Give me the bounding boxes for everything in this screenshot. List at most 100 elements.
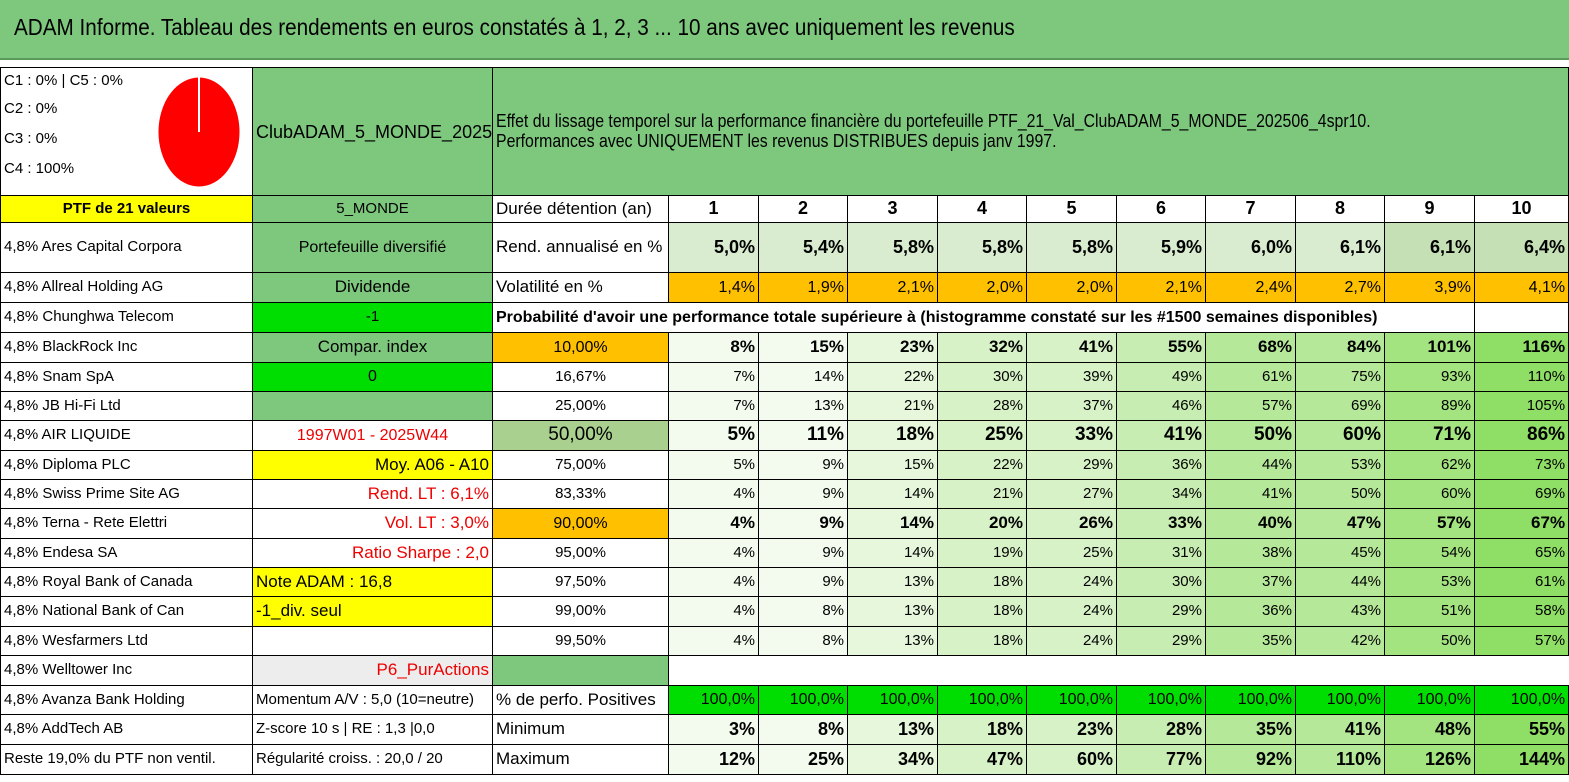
- proba-value-cell: 31%: [1116, 538, 1206, 568]
- max-value-cell: 12%: [668, 744, 759, 775]
- proba-value-cell: 18%: [937, 567, 1027, 597]
- portfolio-info-cell: -1_div. seul: [252, 596, 493, 627]
- proba-value-cell: 4%: [668, 596, 759, 627]
- proba-value-cell: 34%: [1116, 479, 1206, 509]
- page-title: ADAM Informe. Tableau des rendements en …: [14, 14, 1015, 40]
- vol-value-cell: 1,4%: [668, 272, 759, 303]
- min-value-cell: 48%: [1384, 714, 1475, 745]
- proba-value-cell: 39%: [1026, 362, 1117, 392]
- description-line-1: Effet du lissage temporel sur la perform…: [496, 110, 1371, 131]
- legend-line: C2 : 0%: [4, 100, 58, 117]
- proba-label-cell: Probabilité d'avoir une performance tota…: [492, 302, 1475, 333]
- proba-value-cell: 7%: [668, 391, 759, 421]
- pos-value-cell: 100,0%: [1026, 685, 1117, 715]
- proba-threshold-cell: 95,00%: [492, 538, 669, 568]
- proba-value-cell: 13%: [847, 626, 938, 656]
- rend-value-cell: 5,4%: [758, 222, 848, 273]
- proba-value-cell: 75%: [1295, 362, 1385, 392]
- proba-value-cell: 71%: [1384, 420, 1475, 451]
- holding-name-cell: Reste 19,0% du PTF non ventil.: [0, 744, 253, 775]
- proba-value-cell: 60%: [1295, 420, 1385, 451]
- proba-value-cell: 14%: [847, 538, 938, 568]
- holding-name-cell: 4,8% Wesfarmers Ltd: [0, 626, 253, 656]
- portfolio-info-cell: Portefeuille diversifié: [252, 222, 493, 273]
- portfolio-info-cell: [252, 626, 493, 656]
- portfolio-info-cell: 0: [252, 362, 493, 392]
- portfolio-info-cell: Compar. index: [252, 332, 493, 363]
- proba-value-cell: 53%: [1384, 567, 1475, 597]
- proba-value-cell: 37%: [1026, 391, 1117, 421]
- table-row: 4,8% National Bank of Can -1_div. seul 99,…: [0, 596, 1569, 627]
- proba-value-cell: 55%: [1116, 332, 1206, 363]
- proba-value-cell: 21%: [937, 479, 1027, 509]
- max-value-cell: 144%: [1473, 744, 1569, 775]
- proba-value-cell: 50%: [1384, 626, 1475, 656]
- max-value-cell: 34%: [847, 744, 938, 775]
- max-value-cell: 126%: [1384, 744, 1475, 775]
- spacer-row: [0, 60, 1569, 67]
- pos-label-cell: % de perfo. Positives: [492, 685, 669, 715]
- proba-value-cell: 61%: [1205, 362, 1296, 392]
- proba-value-cell: 19%: [937, 538, 1027, 568]
- description-line-2: Performances avec UNIQUEMENT les revenus…: [496, 130, 1057, 151]
- proba-value-cell: 30%: [1116, 567, 1206, 597]
- proba-value-cell: 105%: [1473, 391, 1569, 421]
- portfolio-info-cell: Ratio Sharpe : 2,0: [252, 538, 493, 568]
- proba-value-cell: 50%: [1295, 479, 1385, 509]
- proba-value-cell: 54%: [1384, 538, 1475, 568]
- proba-value-cell: 57%: [1384, 508, 1475, 539]
- allocation-pie-chart: [155, 74, 243, 190]
- proba-threshold-cell: 10,00%: [492, 332, 669, 363]
- proba-threshold-cell: 90,00%: [492, 508, 669, 539]
- proba-value-cell: 14%: [847, 508, 938, 539]
- max-label-cell: Maximum: [492, 744, 669, 775]
- year-header-cell: 1: [668, 195, 759, 223]
- table-row: 4,8% Chunghwa Telecom -1 Probabilité d'avo…: [0, 302, 1569, 333]
- holding-name-cell: 4,8% Welltower Inc: [0, 655, 253, 686]
- pos-value-cell: 100,0%: [1295, 685, 1385, 715]
- legend-line: C4 : 100%: [4, 160, 75, 177]
- pos-value-cell: 100,0%: [847, 685, 938, 715]
- proba-value-cell: 13%: [847, 596, 938, 627]
- rend-value-cell: 5,8%: [847, 222, 938, 273]
- proba-value-cell: 25%: [937, 420, 1027, 451]
- proba-value-cell: 51%: [1384, 596, 1475, 627]
- vol-value-cell: 1,9%: [758, 272, 848, 303]
- proba-value-cell: 36%: [1205, 596, 1296, 627]
- ptf-label-cell: PTF de 21 valeurs: [0, 195, 253, 223]
- max-value-cell: 110%: [1295, 744, 1385, 775]
- legend-line: C1 : 0% | C5 : 0%: [4, 72, 123, 89]
- proba-value-cell: 44%: [1205, 450, 1296, 480]
- min-value-cell: 23%: [1026, 714, 1117, 745]
- proba-value-cell: 67%: [1473, 508, 1569, 539]
- min-value-cell: 41%: [1295, 714, 1385, 745]
- proba-value-cell: 4%: [668, 508, 759, 539]
- table-row: PTF de 21 valeurs 5_MONDE Durée détention …: [0, 195, 1569, 223]
- pos-value-cell: 100,0%: [1384, 685, 1475, 715]
- proba-value-cell: 28%: [937, 391, 1027, 421]
- vol-value-cell: 2,4%: [1205, 272, 1296, 303]
- vol-value-cell: 4,1%: [1473, 272, 1569, 303]
- table-row: 4,8% Endesa SA Ratio Sharpe : 2,0 95,00% 4%…: [0, 538, 1569, 568]
- proba-threshold-cell: 97,50%: [492, 567, 669, 597]
- allocation-cell: C1 : 0% | C5 : 0% C2 : 0% C3 : 0% C4 : 1…: [0, 67, 253, 196]
- holding-name-cell: 4,8% Ares Capital Corpora: [0, 222, 253, 273]
- proba-value-cell: 9%: [758, 450, 848, 480]
- vol-value-cell: 2,1%: [847, 272, 938, 303]
- proba-value-cell: 9%: [758, 508, 848, 539]
- min-value-cell: 3%: [668, 714, 759, 745]
- proba-threshold-cell: 75,00%: [492, 450, 669, 480]
- min-value-cell: 28%: [1116, 714, 1206, 745]
- holding-name-cell: 4,8% AddTech AB: [0, 714, 253, 745]
- portfolio-info-cell: Z-score 10 s | RE : 1,3 |0,0: [252, 714, 493, 745]
- year-header-cell: 10: [1473, 195, 1569, 223]
- proba-value-cell: 49%: [1116, 362, 1206, 392]
- proba-value-cell: 5%: [668, 420, 759, 451]
- proba-value-cell: 7%: [668, 362, 759, 392]
- proba-value-cell: 20%: [937, 508, 1027, 539]
- proba-value-cell: 9%: [758, 479, 848, 509]
- vol-value-cell: 2,0%: [1026, 272, 1117, 303]
- table-row: 4,8% Swiss Prime Site AG Rend. LT : 6,1% 8…: [0, 479, 1569, 509]
- holding-name-cell: 4,8% AIR LIQUIDE: [0, 420, 253, 451]
- empty-green-cell: [492, 655, 669, 686]
